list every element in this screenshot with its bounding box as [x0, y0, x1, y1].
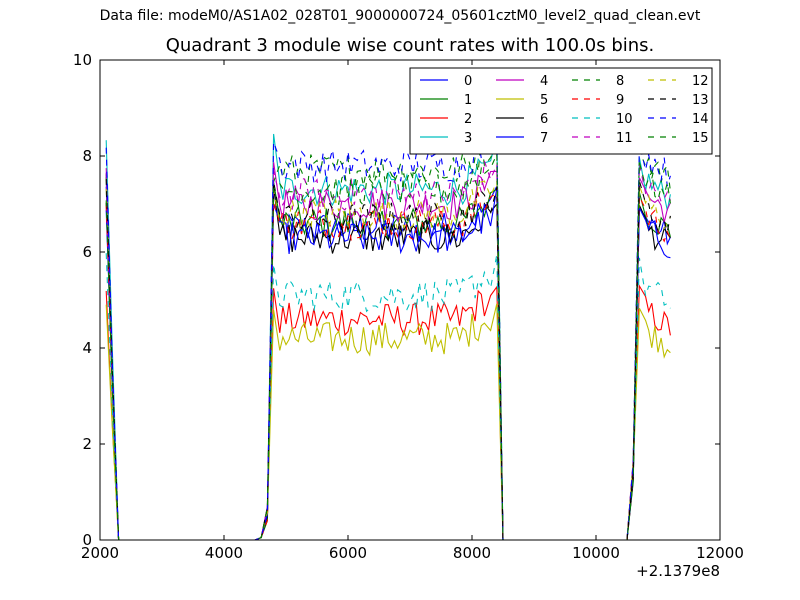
legend-label-0: 0 — [464, 74, 472, 89]
series-line-3 — [105, 133, 671, 540]
x-tick-label: 8000 — [453, 544, 491, 562]
legend-label-5: 5 — [540, 93, 548, 108]
series-line-6 — [105, 187, 671, 540]
series-line-7 — [105, 188, 671, 540]
x-offset-label: +2.1379e8 — [636, 562, 720, 580]
legend-label-8: 8 — [616, 74, 624, 89]
y-tick-label: 2 — [82, 435, 92, 453]
series-line-12 — [105, 180, 671, 540]
figure-suptitle: Data file: modeM0/AS1A02_028T01_90000007… — [99, 8, 701, 24]
chart-title: Quadrant 3 module wise count rates with … — [165, 35, 655, 56]
legend-label-9: 9 — [616, 93, 624, 108]
legend-label-12: 12 — [692, 74, 709, 89]
y-tick-label: 10 — [73, 51, 92, 69]
x-tick-label: 12000 — [696, 544, 744, 562]
x-tick-label: 4000 — [205, 544, 243, 562]
legend-label-4: 4 — [540, 74, 548, 89]
x-tick-label: 2000 — [81, 544, 119, 562]
x-tick-label: 10000 — [572, 544, 620, 562]
series-line-11 — [105, 160, 671, 540]
y-tick-label: 4 — [82, 339, 92, 357]
series-lines — [105, 132, 671, 540]
legend-label-2: 2 — [464, 112, 472, 127]
series-line-2 — [105, 284, 671, 540]
series-line-0 — [105, 182, 671, 540]
legend-label-1: 1 — [464, 93, 472, 108]
legend-label-6: 6 — [540, 112, 548, 127]
legend-label-10: 10 — [616, 112, 633, 127]
legend-label-3: 3 — [464, 131, 472, 146]
series-line-10 — [105, 253, 671, 540]
legend-label-15: 15 — [692, 131, 709, 146]
x-tick-label: 6000 — [329, 544, 367, 562]
series-line-5 — [105, 303, 671, 540]
legend-label-14: 14 — [692, 112, 709, 127]
series-line-1 — [105, 176, 671, 540]
series-line-13 — [105, 179, 671, 540]
legend-box — [409, 67, 713, 155]
y-tick-label: 8 — [82, 147, 92, 165]
series-line-9 — [105, 192, 671, 540]
legend-label-7: 7 — [540, 131, 548, 146]
series-line-15 — [105, 154, 671, 540]
series-line-4 — [105, 162, 671, 540]
series-line-14 — [105, 132, 671, 540]
y-tick-label: 0 — [82, 531, 92, 549]
series-line-8 — [105, 139, 671, 540]
plot-frame — [99, 59, 721, 541]
y-tick-label: 6 — [82, 243, 92, 261]
legend-label-13: 13 — [692, 93, 709, 108]
legend-label-11: 11 — [616, 131, 633, 146]
